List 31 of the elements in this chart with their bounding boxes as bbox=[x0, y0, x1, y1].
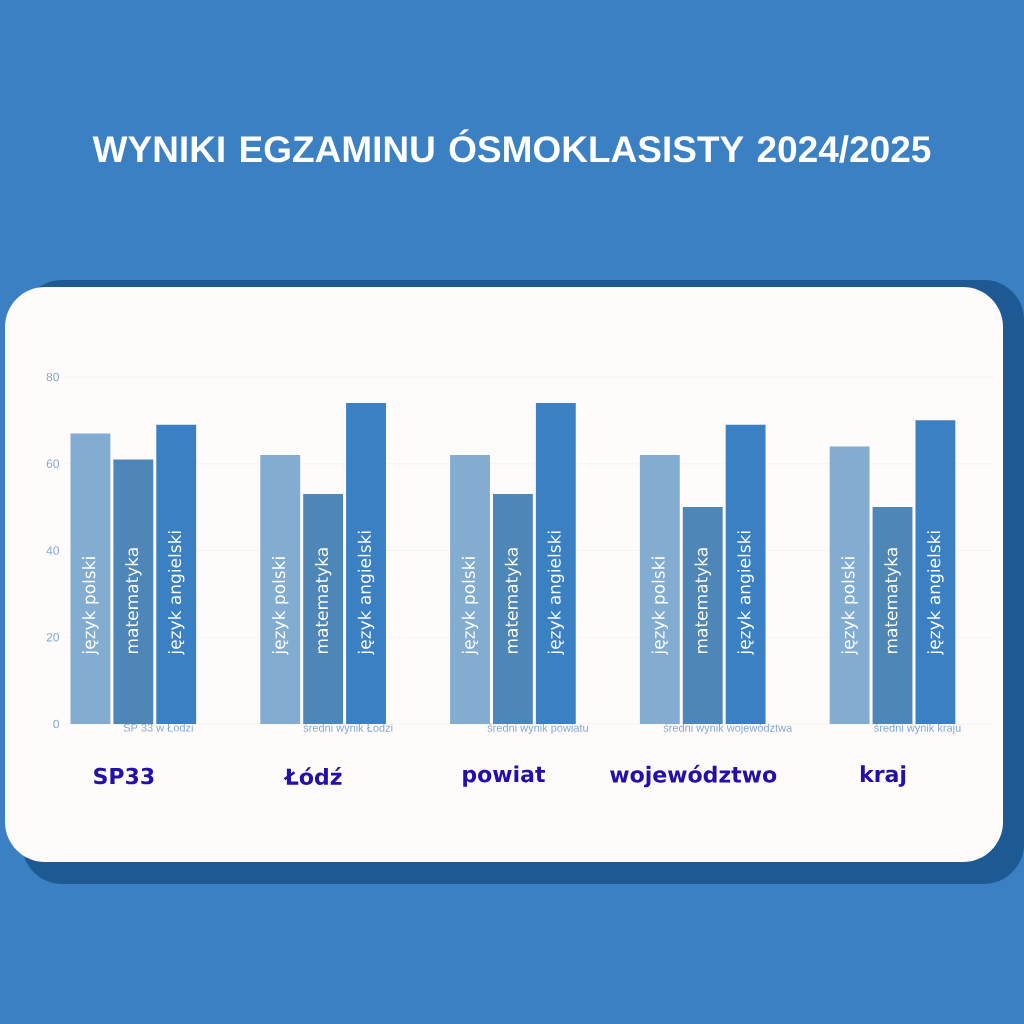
text: język angielski bbox=[547, 531, 565, 655]
text: język angielski bbox=[927, 531, 944, 655]
text: język polski bbox=[82, 557, 99, 655]
text: język polski bbox=[651, 557, 669, 655]
text: SP33 bbox=[94, 767, 154, 785]
x-tick-label: średni wynik powiatu bbox=[487, 723, 588, 734]
series-label: matematyka bbox=[125, 548, 142, 653]
text: matematyka bbox=[314, 548, 332, 653]
x-tick-label: średni wynik Łodzi bbox=[303, 723, 393, 734]
text: kraj bbox=[860, 765, 906, 787]
text: matematyka bbox=[504, 548, 522, 653]
text: województwo bbox=[610, 764, 777, 788]
text: język polski bbox=[272, 557, 289, 655]
y-tick-label: 20 bbox=[46, 633, 59, 642]
chart-title: WYNIKI EGZAMINU ÓSMOKLASISTY 2024/2025 bbox=[92, 129, 931, 163]
x-tick-label: średni wynik województwa bbox=[663, 723, 793, 734]
y-tick-label: 40 bbox=[46, 546, 59, 555]
y-tick-label: 60 bbox=[46, 459, 59, 468]
series-label: język polski bbox=[841, 557, 858, 655]
text: powiat bbox=[463, 765, 545, 787]
series-label: język angielski bbox=[737, 531, 754, 655]
text: matematyka bbox=[694, 548, 711, 653]
text: Łódź bbox=[283, 767, 342, 786]
text: język polski bbox=[461, 557, 479, 655]
text: język angielski bbox=[357, 531, 375, 655]
y-tick-label: 0 bbox=[53, 719, 60, 729]
x-tick-label: SP 33 w Łodzi bbox=[123, 723, 193, 732]
y-tick-label: 80 bbox=[46, 372, 59, 382]
text: matematyka bbox=[884, 548, 901, 653]
text: język angielski bbox=[167, 531, 185, 655]
x-tick-label: średni wynik kraju bbox=[874, 723, 961, 734]
